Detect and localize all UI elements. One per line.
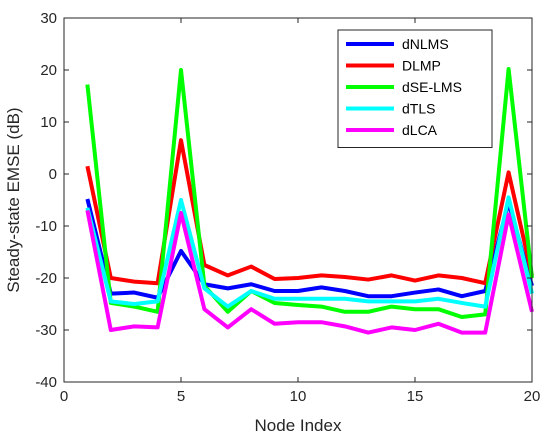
legend-label-dtls: dTLS — [402, 101, 435, 117]
y-tick-label: 10 — [40, 114, 57, 131]
y-tick-label: -30 — [35, 322, 57, 339]
legend-label-dse-lms: dSE-LMS — [402, 79, 462, 95]
x-tick-label: 0 — [60, 388, 68, 405]
y-tick-label: 0 — [49, 166, 57, 183]
x-tick-label: 5 — [177, 388, 185, 405]
y-axis-label: Steady-state EMSE (dB) — [4, 107, 23, 292]
x-axis-label: Node Index — [255, 416, 342, 435]
axis-ticks: 0 5 10 15 20 -40 -30 -20 -10 0 10 20 30 — [35, 10, 540, 405]
legend-label-dlca: dLCA — [402, 122, 438, 138]
y-tick-label: 30 — [40, 10, 57, 27]
x-tick-label: 20 — [524, 388, 541, 405]
x-tick-label: 10 — [290, 388, 307, 405]
y-tick-label: 20 — [40, 62, 57, 79]
legend-label-dlmp: DLMP — [402, 58, 441, 74]
x-tick-label: 15 — [407, 388, 424, 405]
legend-label-dnlms: dNLMS — [402, 36, 449, 52]
series-line-dlca — [85, 210, 534, 335]
y-tick-label: -20 — [35, 270, 57, 287]
y-tick-label: -40 — [35, 374, 57, 391]
series-line-dtls — [85, 195, 534, 309]
series-lines — [85, 66, 534, 335]
series-line-dse-lms — [85, 66, 534, 319]
y-tick-label: -10 — [35, 218, 57, 235]
legend: dNLMS DLMP dSE-LMS dTLS dLCA — [337, 29, 493, 148]
